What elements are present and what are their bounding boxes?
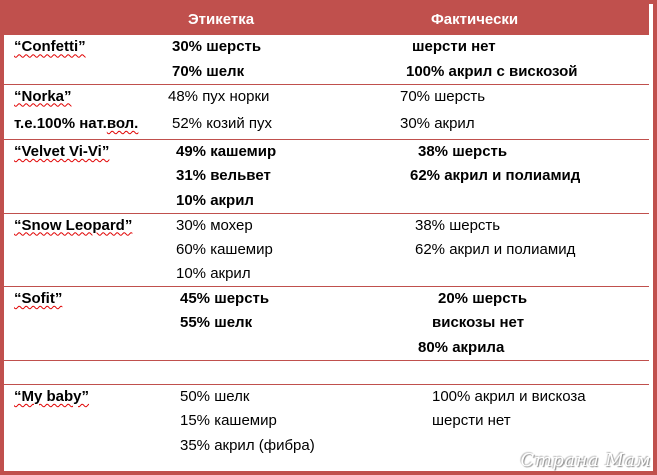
table-row: 15% кашемир шерсти нет: [4, 409, 649, 434]
actual-composition: 30% акрил: [400, 114, 475, 132]
product-name: “Velvet Vi-Vi”: [14, 143, 110, 160]
label-composition: 30% шерсть: [172, 38, 262, 56]
label-composition: 55% шелк: [180, 314, 253, 332]
product-name-cell: [4, 311, 159, 336]
actual-composition: 100% акрил с вискозой: [406, 62, 578, 80]
label-composition: 52% козий пух: [172, 114, 273, 132]
product-name-cell: [4, 409, 159, 434]
label-composition: 70% шелк: [172, 62, 245, 80]
product-name-cell: “Sofit”: [4, 286, 159, 311]
product-name-cell: [4, 434, 159, 459]
product-name-cell: т.е.100% нат.вол.: [4, 109, 159, 140]
actual-composition: 70% шерсть: [387, 83, 649, 109]
product-name: “Norka”: [14, 87, 72, 105]
label-composition: 30% мохер: [159, 212, 387, 238]
product-name-cell: [4, 164, 159, 189]
product-name: “Snow Leopard”: [14, 216, 133, 234]
product-name-cell: [4, 189, 159, 214]
actual-composition: шерсти нет: [412, 38, 496, 56]
product-name-cell: “My baby”: [4, 384, 159, 409]
actual-composition: вискозы нет: [432, 314, 525, 332]
table-row: “Norka” 48% пух норки 70% шерсть: [4, 83, 649, 109]
product-name-cell: “Confetti”: [4, 35, 159, 60]
label-composition: [159, 359, 387, 385]
product-name-underlined: вол.: [106, 114, 139, 132]
table-row: “Velvet Vi-Vi” 49% кашемир 38% шерсть: [4, 139, 649, 164]
label-composition: 45% шерсть: [159, 286, 387, 311]
actual-composition: [387, 262, 649, 287]
label-composition: 31% вельвет: [176, 167, 271, 185]
table-row: 60% кашемир 62% акрил и полиамид: [4, 238, 649, 263]
label-composition: 15% кашемир: [180, 412, 277, 430]
label-composition: 10% акрил: [176, 191, 254, 209]
table-header-row: Этикетка Фактически: [4, 4, 649, 35]
table-row: 80% акрила: [4, 336, 649, 361]
table-row: “Snow Leopard” 30% мохер 38% шерсть: [4, 212, 649, 238]
label-composition: 49% кашемир: [159, 139, 387, 164]
label-composition: 60% кашемир: [176, 240, 273, 258]
product-name-cell: “Velvet Vi-Vi”: [4, 139, 159, 164]
product-name: “My baby”: [14, 388, 90, 405]
header-name: [4, 4, 159, 35]
table-row: “Sofit” 45% шерсть 20% шерсть: [4, 286, 649, 311]
table-row: 10% акрил: [4, 189, 649, 214]
actual-composition: 20% шерсть: [387, 286, 649, 311]
table-row: “My baby” 50% шелк 100% акрил и вискоза: [4, 384, 649, 409]
actual-composition: [387, 359, 649, 385]
product-name: т.е.100% нат.вол.: [14, 114, 139, 132]
actual-composition: 38% шерсть: [387, 139, 649, 164]
product-name-cell: [4, 262, 159, 287]
site-watermark: Страна Мам: [520, 450, 651, 471]
actual-composition: 100% акрил и вискоза: [387, 384, 649, 409]
product-name-cell: [4, 336, 159, 361]
label-composition: 10% акрил: [176, 265, 251, 282]
label-composition: 35% акрил (фибра): [180, 436, 315, 454]
product-name: “Sofit”: [14, 290, 63, 307]
table-row: 31% вельвет 62% акрил и полиамид: [4, 164, 649, 189]
table-row: 70% шелк 100% акрил с вискозой: [4, 60, 649, 85]
table-row: 35% акрил (фибра): [4, 434, 649, 459]
header-label: Этикетка: [188, 11, 255, 28]
product-name-cell: “Norka”: [4, 83, 159, 109]
actual-composition: 80% акрила: [418, 338, 505, 356]
comparison-table: Этикетка Фактически “Confetti” 30% шерсть…: [4, 4, 649, 458]
actual-composition: 62% акрил и полиамид: [415, 240, 576, 258]
actual-composition: [387, 189, 649, 214]
table-row: 55% шелк вискозы нет: [4, 311, 649, 336]
table-row: “Confetti” 30% шерсть шерсти нет: [4, 35, 649, 60]
table-row: т.е.100% нат.вол. 52% козий пух 30% акрил: [4, 109, 649, 140]
label-composition: 48% пух норки: [159, 83, 387, 109]
header-actual: Фактически: [431, 11, 519, 28]
actual-composition: 62% акрил и полиамид: [410, 167, 581, 185]
actual-composition: шерсти нет: [432, 412, 511, 430]
table-row: 10% акрил: [4, 262, 649, 287]
label-composition: 50% шелк: [159, 384, 387, 409]
label-composition: [159, 336, 387, 361]
table-row: [4, 359, 649, 385]
product-name-cell: “Snow Leopard”: [4, 212, 159, 238]
actual-composition: 38% шерсть: [387, 212, 649, 238]
product-name-cell: [4, 238, 159, 263]
product-name-cell: [4, 359, 159, 385]
product-name-cell: [4, 60, 159, 85]
product-name: “Confetti”: [14, 38, 86, 56]
